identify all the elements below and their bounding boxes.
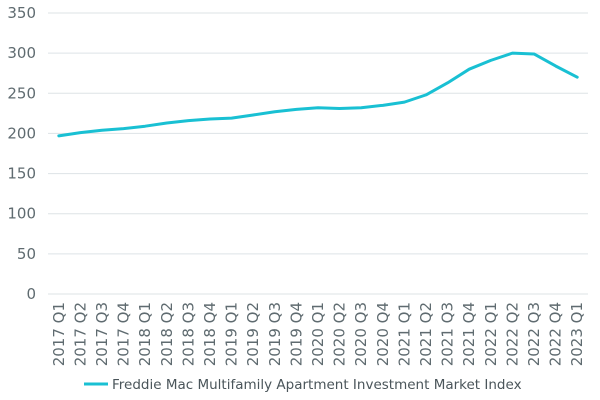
x-tick-label: 2022 Q4 <box>547 302 565 366</box>
x-tick-label: 2018 Q1 <box>136 302 154 366</box>
y-tick-label: 100 <box>7 205 36 223</box>
x-tick-label: 2020 Q3 <box>352 302 370 366</box>
x-tick-label: 2023 Q1 <box>568 302 586 366</box>
y-tick-label: 50 <box>17 245 36 263</box>
x-tick-label: 2021 Q3 <box>439 302 457 366</box>
y-tick-label: 150 <box>7 165 36 183</box>
x-tick-label: 2017 Q3 <box>93 302 111 366</box>
x-tick-label: 2020 Q4 <box>374 302 392 366</box>
x-tick-label: 2022 Q1 <box>482 302 500 366</box>
x-tick-label: 2017 Q4 <box>115 302 133 366</box>
x-tick-label: 2017 Q1 <box>50 302 68 366</box>
x-tick-label: 2019 Q3 <box>266 302 284 366</box>
x-tick-label: 2018 Q3 <box>179 302 197 366</box>
x-tick-label: 2021 Q1 <box>395 302 413 366</box>
series-line <box>57 51 579 138</box>
gridlines <box>48 12 588 295</box>
x-tick-label: 2017 Q2 <box>71 302 89 366</box>
x-tick-label: 2021 Q2 <box>417 302 435 366</box>
x-tick-label: 2022 Q3 <box>525 302 543 366</box>
x-tick-label: 2019 Q2 <box>244 302 262 366</box>
legend: Freddie Mac Multifamily Apartment Invest… <box>84 377 522 393</box>
x-tick-label: 2020 Q2 <box>331 302 349 366</box>
series-lines <box>57 51 579 138</box>
y-tick-label: 300 <box>7 44 36 62</box>
x-tick-label: 2020 Q1 <box>309 302 327 366</box>
x-tick-label: 2022 Q2 <box>503 302 521 366</box>
x-axis: 2017 Q1 2017 Q2 2017 Q3 2017 Q4 2018 Q1 2018 … <box>50 302 586 366</box>
x-tick-label: 2019 Q4 <box>287 302 305 366</box>
x-tick-label: 2019 Q1 <box>223 302 241 366</box>
y-tick-label: 350 <box>7 4 36 22</box>
legend-label: Freddie Mac Multifamily Apartment Invest… <box>112 377 522 393</box>
x-tick-label: 2018 Q4 <box>201 302 219 366</box>
y-tick-label: 250 <box>7 84 36 102</box>
x-tick-label: 2018 Q2 <box>158 302 176 366</box>
x-tick-label: 2021 Q4 <box>460 302 478 366</box>
y-axis: 0 50 100 150 200 250 300 350 <box>7 4 36 303</box>
y-tick-label: 200 <box>7 124 36 142</box>
y-tick-label: 0 <box>26 285 36 303</box>
